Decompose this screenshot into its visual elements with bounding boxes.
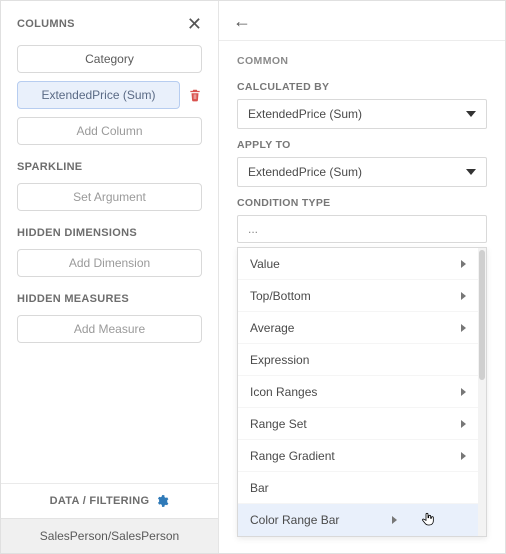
right-panel: ← COMMON CALCULATED BY ExtendedPrice (Su… — [219, 1, 505, 553]
add-measure-label: Add Measure — [74, 322, 145, 336]
common-group-title: COMMON — [237, 55, 487, 67]
chevron-down-icon — [466, 169, 476, 175]
dropdown-item-label: Range Set — [250, 417, 307, 431]
left-panel: COLUMNS ✕ Category ExtendedPrice (Sum) A… — [1, 1, 219, 553]
dropdown-item[interactable]: Average — [238, 312, 478, 344]
condition-type-value: ... — [248, 222, 258, 236]
dropdown-item-label: Top/Bottom — [250, 289, 311, 303]
data-filtering-row[interactable]: DATA / FILTERING — [1, 484, 218, 518]
hidden-dimensions-title: HIDDEN DIMENSIONS — [17, 227, 202, 239]
calculated-by-value: ExtendedPrice (Sum) — [248, 107, 362, 121]
column-item-extended-price-row: ExtendedPrice (Sum) — [17, 81, 202, 109]
left-panel-body: COLUMNS ✕ Category ExtendedPrice (Sum) A… — [1, 1, 218, 483]
calculated-by-label: CALCULATED BY — [237, 81, 487, 93]
column-item-category[interactable]: Category — [17, 45, 202, 73]
close-icon[interactable]: ✕ — [187, 15, 202, 33]
app-root: COLUMNS ✕ Category ExtendedPrice (Sum) A… — [0, 0, 506, 554]
apply-to-value: ExtendedPrice (Sum) — [248, 165, 362, 179]
dropdown-item-label: Expression — [250, 353, 309, 367]
dropdown-scrollbar[interactable] — [478, 248, 486, 536]
dropdown-item[interactable]: Icon Ranges — [238, 376, 478, 408]
back-arrow-icon[interactable]: ← — [233, 12, 251, 30]
column-item-label: Category — [85, 52, 134, 66]
dropdown-item[interactable]: Color Range Bar — [238, 504, 478, 536]
dropdown-item[interactable]: Bar — [238, 472, 478, 504]
dropdown-item-label: Icon Ranges — [250, 385, 317, 399]
columns-header: COLUMNS ✕ — [17, 15, 202, 33]
add-dimension-button[interactable]: Add Dimension — [17, 249, 202, 277]
condition-type-dropdown: Value Top/Bottom Average Expression Icon Ran… — [237, 247, 487, 537]
add-measure-button[interactable]: Add Measure — [17, 315, 202, 343]
hidden-dimensions-section: HIDDEN DIMENSIONS Add Dimension — [17, 227, 202, 277]
dropdown-list: Value Top/Bottom Average Expression Icon Ran… — [238, 248, 478, 536]
add-column-label: Add Column — [76, 124, 142, 138]
condition-type-label: CONDITION TYPE — [237, 197, 487, 209]
dropdown-item-label: Range Gradient — [250, 449, 335, 463]
hidden-measures-section: HIDDEN MEASURES Add Measure — [17, 293, 202, 343]
right-body: COMMON CALCULATED BY ExtendedPrice (Sum)… — [219, 41, 505, 553]
add-column-button[interactable]: Add Column — [17, 117, 202, 145]
hidden-measures-title: HIDDEN MEASURES — [17, 293, 202, 305]
column-item-extended-price[interactable]: ExtendedPrice (Sum) — [17, 81, 180, 109]
chevron-right-icon — [461, 388, 466, 396]
add-dimension-label: Add Dimension — [69, 256, 150, 270]
dropdown-item[interactable]: Range Set — [238, 408, 478, 440]
chevron-right-icon — [461, 324, 466, 332]
trash-icon[interactable] — [188, 87, 202, 103]
set-argument-button[interactable]: Set Argument — [17, 183, 202, 211]
sparkline-section: SPARKLINE Set Argument — [17, 161, 202, 211]
gear-icon[interactable] — [155, 494, 169, 508]
chevron-right-icon — [461, 292, 466, 300]
condition-type-select[interactable]: ... — [237, 215, 487, 243]
calculated-by-select[interactable]: ExtendedPrice (Sum) — [237, 99, 487, 129]
dropdown-item-label: Value — [250, 257, 280, 271]
dropdown-item[interactable]: Top/Bottom — [238, 280, 478, 312]
dropdown-item[interactable]: Value — [238, 248, 478, 280]
breadcrumb-label: SalesPerson/SalesPerson — [40, 529, 179, 543]
apply-to-select[interactable]: ExtendedPrice (Sum) — [237, 157, 487, 187]
dropdown-item-label: Average — [250, 321, 294, 335]
set-argument-label: Set Argument — [73, 190, 146, 204]
dropdown-item-label: Color Range Bar — [250, 513, 339, 527]
dropdown-item[interactable]: Expression — [238, 344, 478, 376]
sparkline-title: SPARKLINE — [17, 161, 202, 173]
right-header: ← — [219, 1, 505, 41]
chevron-right-icon — [461, 260, 466, 268]
data-filtering-label: DATA / FILTERING — [50, 495, 150, 507]
dropdown-item-label: Bar — [250, 481, 269, 495]
chevron-down-icon — [466, 111, 476, 117]
left-footer: DATA / FILTERING SalesPerson/SalesPerson — [1, 483, 218, 553]
columns-title: COLUMNS — [17, 18, 75, 30]
chevron-right-icon — [461, 420, 466, 428]
chevron-right-icon — [392, 516, 397, 524]
dropdown-item[interactable]: Range Gradient — [238, 440, 478, 472]
chevron-right-icon — [461, 452, 466, 460]
breadcrumb[interactable]: SalesPerson/SalesPerson — [1, 518, 218, 553]
apply-to-label: APPLY TO — [237, 139, 487, 151]
column-item-label: ExtendedPrice (Sum) — [41, 88, 155, 102]
scrollbar-thumb[interactable] — [479, 250, 485, 380]
cursor-hand-icon — [420, 510, 436, 531]
